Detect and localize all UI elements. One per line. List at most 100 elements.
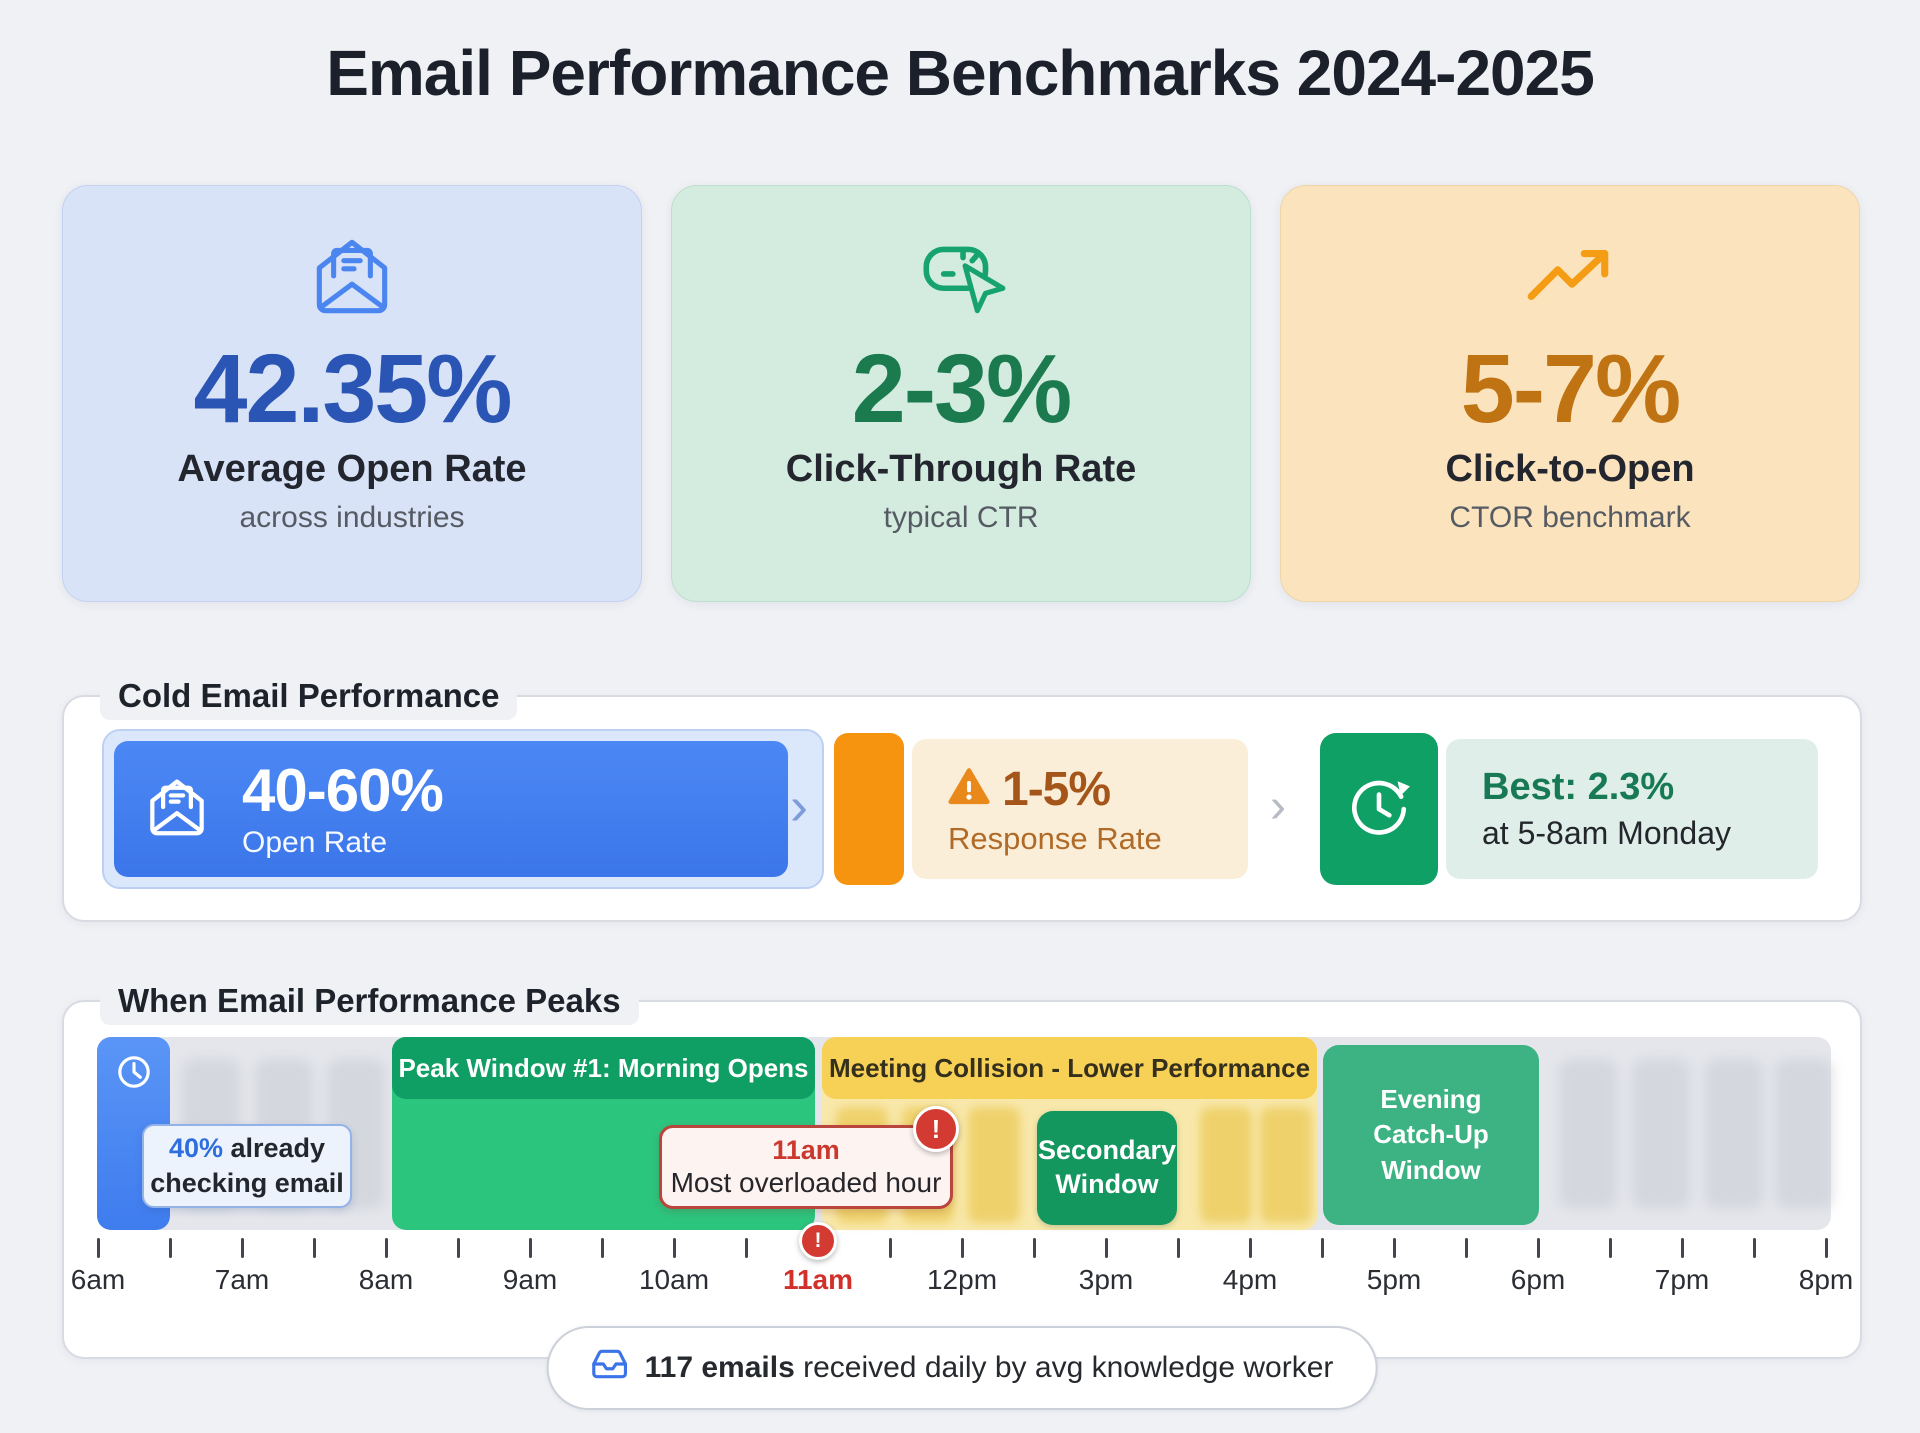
stat-card-ctr: 2-3% Click-Through Rate typical CTR [671, 185, 1251, 602]
ctr-label: Click-Through Rate [785, 447, 1137, 490]
daily-emails-count: 117 emails [644, 1351, 795, 1384]
alert-badge-icon: ! [799, 1222, 837, 1260]
peak-window-1: Peak Window #1: Morning Opens [392, 1037, 815, 1230]
tick-mark [1753, 1238, 1756, 1258]
activity-bar [1200, 1107, 1252, 1223]
peaks-section: When Email Performance Peaks Peak Window… [62, 977, 1862, 1410]
mail-open-icon [140, 770, 214, 849]
axis-label: 3pm [1078, 1264, 1134, 1295]
overload-time: 11am [772, 1135, 840, 1165]
tick-mark [169, 1238, 172, 1258]
tick-mark [1393, 1238, 1396, 1258]
overload-callout: 11am Most overloaded hour [659, 1125, 953, 1209]
timeline-axis: 6am 7am 8am 9am 10am 11am 12pm 3pm 4pm 5… [64, 1264, 1860, 1300]
daily-emails-text: received daily by avg knowledge worker [794, 1351, 1334, 1384]
axis-label: 7pm [1654, 1264, 1710, 1295]
cold-email-section-title: Cold Email Performance [100, 672, 518, 720]
open-rate-value: 42.35% [193, 334, 513, 443]
peak-window-1-label: Peak Window #1: Morning Opens [392, 1037, 815, 1099]
tick-mark [385, 1238, 388, 1258]
response-rate-value: 1-5% [1002, 762, 1111, 816]
overload-label: Most overloaded hour [670, 1167, 942, 1199]
alert-badge-icon: ! [913, 1106, 959, 1152]
timeline-track: Peak Window #1: Morning Opens Meeting Co… [97, 1037, 1833, 1230]
clock-icon [113, 1051, 155, 1230]
checking-text-line2: checking email [150, 1168, 344, 1198]
stat-card-ctor: 5-7% Click-to-Open CTOR benchmark [1280, 185, 1860, 602]
secondary-window-label: Window [1055, 1169, 1159, 1199]
axis-label: 12pm [926, 1264, 998, 1295]
axis-label: 10am [638, 1264, 710, 1295]
cold-open-rate-value: 40-60% [242, 756, 444, 824]
clock-refresh-icon [1346, 774, 1412, 845]
cold-open-rate-label: Open Rate [242, 825, 388, 859]
axis-label: 5pm [1366, 1264, 1422, 1295]
ctor-label: Click-to-Open [1445, 447, 1695, 490]
open-rate-step: 40-60% Open Rate › [102, 729, 824, 889]
page-title: Email Performance Benchmarks 2024-2025 [326, 37, 1595, 109]
tick-mark [745, 1238, 748, 1258]
activity-bar [1775, 1059, 1833, 1209]
secondary-window-label: Secondary [1037, 1135, 1177, 1166]
activity-bar [1705, 1059, 1763, 1209]
tick-mark [313, 1238, 316, 1258]
evening-catchup-window: Evening Catch-Up Window [1323, 1045, 1539, 1225]
activity-bar [968, 1107, 1020, 1223]
axis-label: 7am [214, 1264, 270, 1295]
axis-label-11am: 11am [782, 1264, 854, 1295]
checking-percent: 40% [168, 1132, 223, 1163]
mail-open-icon [303, 224, 401, 328]
tick-mark [601, 1238, 604, 1258]
tick-mark [889, 1238, 892, 1258]
tick-mark [1321, 1238, 1324, 1258]
tick-mark [1825, 1238, 1828, 1258]
response-rate-step: 1-5% Response Rate [912, 739, 1248, 879]
tick-mark [241, 1238, 244, 1258]
timeline-ticks [64, 1238, 1860, 1260]
tick-mark [529, 1238, 532, 1258]
open-rate-pill: 40-60% Open Rate [114, 741, 788, 877]
peaks-section-title: When Email Performance Peaks [100, 977, 639, 1025]
open-rate-label: Average Open Rate [177, 447, 527, 490]
tick-mark [1465, 1238, 1468, 1258]
axis-label: 8pm [1798, 1264, 1854, 1295]
ctr-value: 2-3% [851, 334, 1072, 443]
tick-mark [1249, 1238, 1252, 1258]
cold-email-section: Cold Email Performance 40-60% Open Rate … [62, 672, 1862, 922]
ctor-sublabel: CTOR benchmark [1449, 500, 1691, 534]
activity-bar [1559, 1059, 1617, 1209]
axis-label: 9am [502, 1264, 558, 1295]
activity-bar [1260, 1107, 1312, 1223]
cursor-click-icon [912, 224, 1010, 328]
tick-mark [1609, 1238, 1612, 1258]
evening-window-label: Evening [1380, 1084, 1482, 1115]
ctor-value: 5-7% [1460, 334, 1681, 443]
axis-label: 4pm [1222, 1264, 1278, 1295]
activity-bar [1632, 1059, 1690, 1209]
stat-card-open-rate: 42.35% Average Open Rate across industri… [62, 185, 642, 602]
daily-emails-badge: 117 emails received daily by avg knowled… [546, 1326, 1378, 1410]
ctr-sublabel: typical CTR [883, 500, 1039, 534]
chevron-right-icon: › [790, 775, 808, 836]
best-time-label: at 5-8am Monday [1482, 815, 1732, 851]
axis-label: 6am [70, 1264, 126, 1295]
tick-mark [97, 1238, 100, 1258]
axis-label: 8am [358, 1264, 414, 1295]
inbox-icon [591, 1345, 629, 1391]
best-time-icon-box [1320, 733, 1438, 885]
best-time-step: Best: 2.3% at 5-8am Monday [1446, 739, 1818, 879]
evening-window-label: Catch-Up [1373, 1119, 1489, 1150]
meeting-collision-label: Meeting Collision - Lower Performance [822, 1037, 1317, 1099]
tick-mark [1681, 1238, 1684, 1258]
tick-mark [673, 1238, 676, 1258]
tick-mark [1105, 1238, 1108, 1258]
tick-mark [961, 1238, 964, 1258]
open-rate-sublabel: across industries [239, 500, 465, 534]
response-rate-bar [834, 733, 904, 885]
evening-window-label: Window [1381, 1154, 1481, 1185]
trending-up-icon [1521, 224, 1619, 328]
tick-mark [1537, 1238, 1540, 1258]
response-rate-label: Response Rate [948, 820, 1162, 856]
tick-mark [1033, 1238, 1036, 1258]
